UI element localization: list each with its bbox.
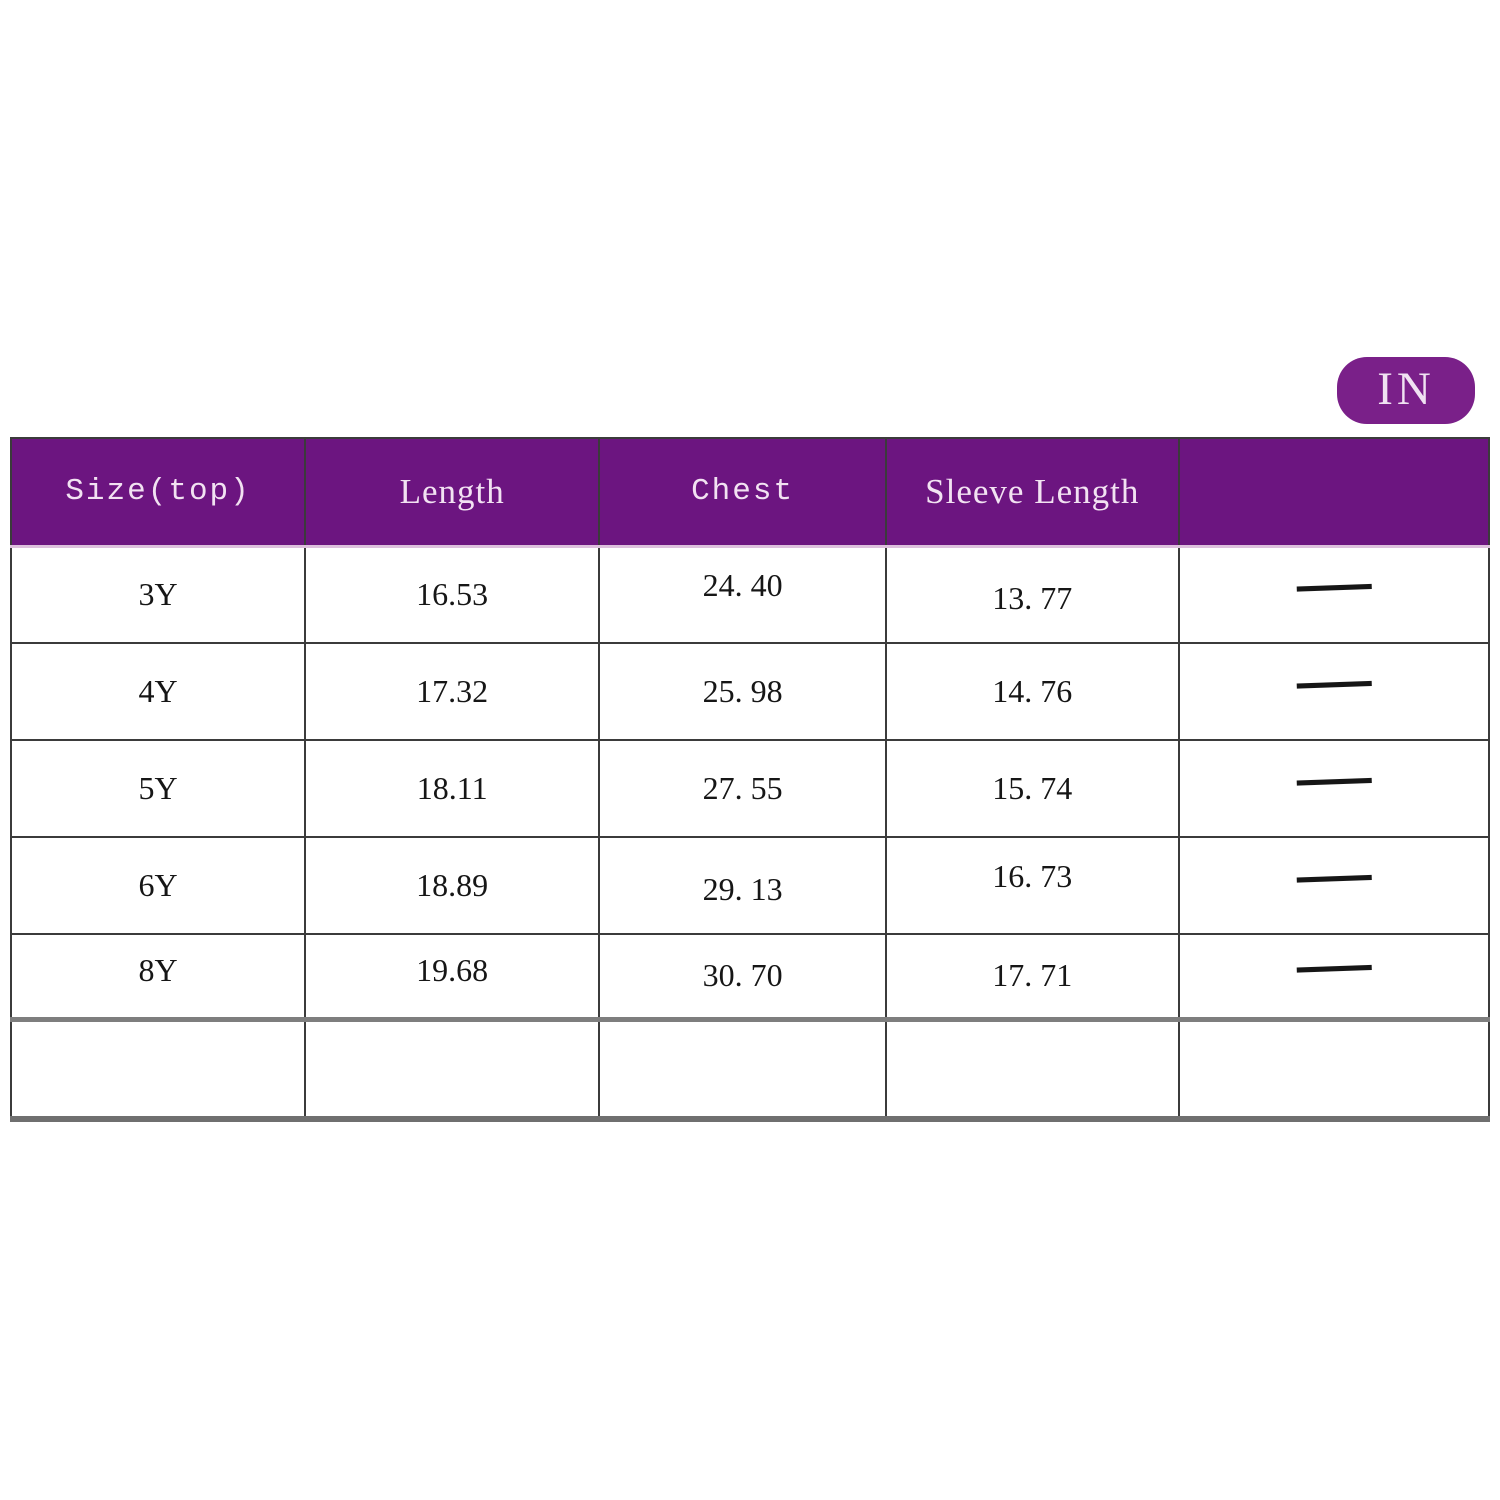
table-row-empty [9, 1016, 1491, 1122]
dash-mark: — [1295, 546, 1373, 624]
cell-length: 16.53 [304, 545, 601, 644]
dash-mark: — [1295, 934, 1373, 1005]
cell-chest: 25. 98 [598, 642, 887, 741]
cell-chest: 30. 70 [598, 933, 887, 1020]
table-row: 8Y 19.68 30. 70 17. 71 — [9, 933, 1491, 1020]
cell-size: 6Y [9, 836, 307, 935]
header-chest: Chest [598, 437, 887, 548]
table-row: 5Y 18.11 27. 55 15. 74 — [9, 739, 1491, 838]
cell-sleeve-length: 15. 74 [884, 739, 1180, 838]
cell-size: 8Y [9, 933, 307, 1020]
cell-sleeve-length: 16. 73 [884, 836, 1180, 935]
cell-sleeve-length: 17. 71 [884, 933, 1180, 1020]
cell-size: 3Y [9, 545, 307, 644]
table-row: 6Y 18.89 29. 13 16. 73 — [9, 836, 1491, 935]
cell-length [304, 1016, 601, 1122]
cell-chest [598, 1016, 887, 1122]
cell-dash: — [1177, 545, 1491, 644]
cell-dash: — [1177, 933, 1491, 1020]
header-blank [1177, 437, 1491, 548]
cell-length: 17.32 [304, 642, 601, 741]
cell-chest: 27. 55 [598, 739, 887, 838]
header-length: Length [304, 437, 601, 548]
cell-size: 5Y [9, 739, 307, 838]
cell-length: 19.68 [304, 933, 601, 1020]
cell-size [9, 1016, 307, 1122]
table-row: 3Y 16.53 24. 40 13. 77 — [9, 545, 1491, 644]
cell-dash: — [1177, 836, 1491, 935]
unit-badge: IN [1337, 357, 1475, 424]
header-size: Size(top) [9, 437, 307, 548]
cell-dash: — [1177, 739, 1491, 838]
dash-mark: — [1295, 643, 1373, 721]
cell-chest: 29. 13 [598, 836, 887, 935]
cell-sleeve-length: 13. 77 [884, 545, 1180, 644]
table-row: 4Y 17.32 25. 98 14. 76 — [9, 642, 1491, 741]
dash-mark: — [1295, 740, 1373, 818]
cell-blank [1177, 1016, 1491, 1122]
size-chart-table: Size(top) Length Chest Sleeve Length 3Y … [9, 437, 1491, 1122]
cell-length: 18.89 [304, 836, 601, 935]
cell-length: 18.11 [304, 739, 601, 838]
cell-size: 4Y [9, 642, 307, 741]
header-row: Size(top) Length Chest Sleeve Length [9, 437, 1491, 548]
dash-mark: — [1295, 837, 1373, 915]
cell-sleeve-length: 14. 76 [884, 642, 1180, 741]
cell-chest: 24. 40 [598, 545, 887, 644]
header-sleeve-length: Sleeve Length [884, 437, 1180, 548]
cell-dash: — [1177, 642, 1491, 741]
cell-sleeve-length [884, 1016, 1180, 1122]
